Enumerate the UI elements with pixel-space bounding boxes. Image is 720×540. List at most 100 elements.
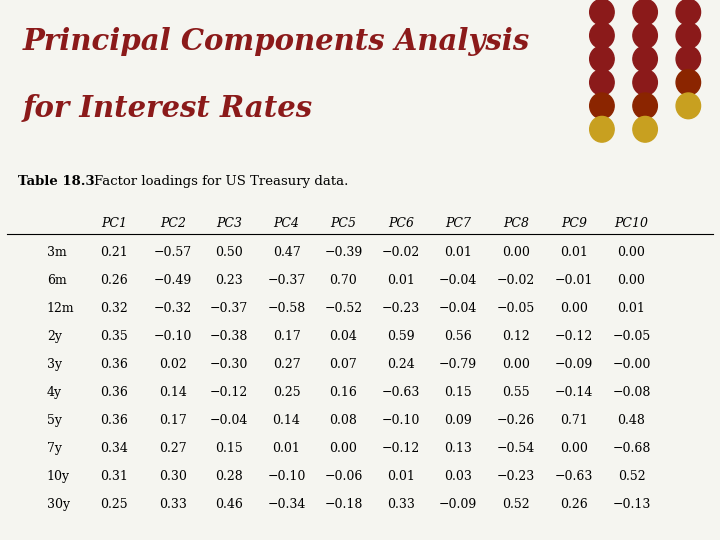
Text: 0.33: 0.33 bbox=[387, 498, 415, 511]
Text: Factor loadings for US Treasury data.: Factor loadings for US Treasury data. bbox=[94, 175, 348, 188]
Text: −0.49: −0.49 bbox=[153, 274, 192, 287]
Text: PC9: PC9 bbox=[561, 217, 587, 230]
Text: 0.08: 0.08 bbox=[330, 414, 357, 427]
Text: −0.06: −0.06 bbox=[324, 470, 363, 483]
Text: −0.39: −0.39 bbox=[324, 246, 363, 259]
Text: PC4: PC4 bbox=[274, 217, 300, 230]
Text: 0.27: 0.27 bbox=[273, 358, 300, 371]
Text: 0.04: 0.04 bbox=[330, 330, 357, 343]
Text: −0.08: −0.08 bbox=[612, 386, 651, 399]
Text: −0.54: −0.54 bbox=[497, 442, 536, 455]
Text: 0.70: 0.70 bbox=[330, 274, 357, 287]
Text: −0.58: −0.58 bbox=[267, 302, 306, 315]
Circle shape bbox=[590, 117, 614, 142]
Text: −0.02: −0.02 bbox=[497, 274, 536, 287]
Text: 0.00: 0.00 bbox=[618, 246, 645, 259]
Text: 0.00: 0.00 bbox=[503, 246, 530, 259]
Circle shape bbox=[590, 93, 614, 119]
Text: 0.33: 0.33 bbox=[159, 498, 186, 511]
Text: −0.09: −0.09 bbox=[554, 358, 593, 371]
Text: −0.02: −0.02 bbox=[382, 246, 420, 259]
Text: 0.55: 0.55 bbox=[503, 386, 530, 399]
Text: 0.52: 0.52 bbox=[618, 470, 645, 483]
Text: −0.10: −0.10 bbox=[153, 330, 192, 343]
Circle shape bbox=[633, 0, 657, 25]
Text: 0.59: 0.59 bbox=[387, 330, 415, 343]
Text: −0.68: −0.68 bbox=[612, 442, 651, 455]
Text: 0.00: 0.00 bbox=[560, 302, 588, 315]
Text: −0.26: −0.26 bbox=[497, 414, 536, 427]
Circle shape bbox=[633, 46, 657, 72]
Text: 0.27: 0.27 bbox=[159, 442, 186, 455]
Text: PC2: PC2 bbox=[160, 217, 186, 230]
Text: 0.01: 0.01 bbox=[387, 470, 415, 483]
Text: −0.18: −0.18 bbox=[324, 498, 363, 511]
Text: 0.00: 0.00 bbox=[618, 274, 645, 287]
Text: PC7: PC7 bbox=[445, 217, 471, 230]
Text: 0.31: 0.31 bbox=[100, 470, 127, 483]
Text: 0.47: 0.47 bbox=[273, 246, 300, 259]
Text: 0.21: 0.21 bbox=[100, 246, 127, 259]
Text: 0.28: 0.28 bbox=[215, 470, 243, 483]
Text: −0.10: −0.10 bbox=[382, 414, 420, 427]
Text: 0.13: 0.13 bbox=[444, 442, 472, 455]
Text: 0.17: 0.17 bbox=[273, 330, 300, 343]
Text: 0.14: 0.14 bbox=[273, 414, 300, 427]
Text: 0.00: 0.00 bbox=[503, 358, 530, 371]
Text: −0.37: −0.37 bbox=[210, 302, 248, 315]
Text: 7y: 7y bbox=[47, 442, 62, 455]
Text: for Interest Rates: for Interest Rates bbox=[23, 94, 313, 123]
Text: −0.63: −0.63 bbox=[554, 470, 593, 483]
Text: 2y: 2y bbox=[47, 330, 62, 343]
Text: 10y: 10y bbox=[47, 470, 70, 483]
Text: 4y: 4y bbox=[47, 386, 62, 399]
Text: 0.15: 0.15 bbox=[215, 442, 243, 455]
Circle shape bbox=[590, 0, 614, 25]
Text: 0.36: 0.36 bbox=[100, 358, 127, 371]
Text: 0.14: 0.14 bbox=[159, 386, 186, 399]
Text: −0.04: −0.04 bbox=[438, 274, 477, 287]
Text: 0.00: 0.00 bbox=[560, 442, 588, 455]
Circle shape bbox=[633, 93, 657, 119]
Text: PC8: PC8 bbox=[503, 217, 529, 230]
Text: 0.23: 0.23 bbox=[215, 274, 243, 287]
Text: 3y: 3y bbox=[47, 358, 62, 371]
Text: 12m: 12m bbox=[47, 302, 74, 315]
Text: 0.01: 0.01 bbox=[560, 246, 588, 259]
Text: 0.36: 0.36 bbox=[100, 414, 127, 427]
Circle shape bbox=[676, 70, 701, 95]
Text: 0.15: 0.15 bbox=[444, 386, 472, 399]
Text: −0.00: −0.00 bbox=[612, 358, 651, 371]
Text: −0.38: −0.38 bbox=[210, 330, 248, 343]
Text: −0.57: −0.57 bbox=[154, 246, 192, 259]
Circle shape bbox=[590, 23, 614, 49]
Text: 0.07: 0.07 bbox=[330, 358, 357, 371]
Circle shape bbox=[633, 23, 657, 49]
Circle shape bbox=[633, 70, 657, 95]
Text: 0.01: 0.01 bbox=[387, 274, 415, 287]
Text: 0.01: 0.01 bbox=[618, 302, 645, 315]
Text: PC10: PC10 bbox=[614, 217, 649, 230]
Text: −0.32: −0.32 bbox=[153, 302, 192, 315]
Circle shape bbox=[590, 70, 614, 95]
Text: 0.52: 0.52 bbox=[503, 498, 530, 511]
Text: Principal Components Analysis: Principal Components Analysis bbox=[23, 27, 531, 56]
Text: 0.50: 0.50 bbox=[215, 246, 243, 259]
Circle shape bbox=[676, 23, 701, 49]
Text: 0.30: 0.30 bbox=[159, 470, 186, 483]
Text: 0.03: 0.03 bbox=[444, 470, 472, 483]
Text: 0.26: 0.26 bbox=[560, 498, 588, 511]
Text: 0.12: 0.12 bbox=[503, 330, 530, 343]
Text: −0.12: −0.12 bbox=[554, 330, 593, 343]
Text: −0.14: −0.14 bbox=[554, 386, 593, 399]
Text: −0.04: −0.04 bbox=[438, 302, 477, 315]
Text: 30y: 30y bbox=[47, 498, 70, 511]
Text: 0.32: 0.32 bbox=[100, 302, 127, 315]
Text: −0.13: −0.13 bbox=[612, 498, 651, 511]
Text: −0.30: −0.30 bbox=[210, 358, 248, 371]
Text: 0.26: 0.26 bbox=[100, 274, 127, 287]
Text: −0.79: −0.79 bbox=[439, 358, 477, 371]
Text: −0.34: −0.34 bbox=[267, 498, 306, 511]
Text: 0.01: 0.01 bbox=[444, 246, 472, 259]
Text: 0.16: 0.16 bbox=[330, 386, 357, 399]
